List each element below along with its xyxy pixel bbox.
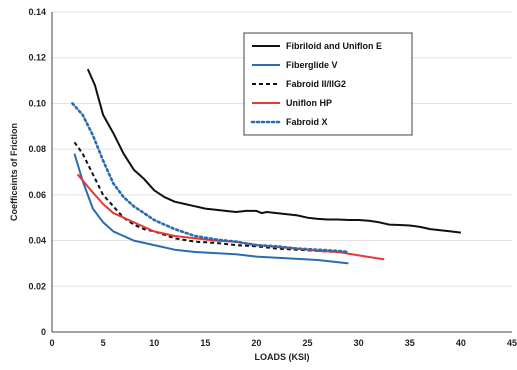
- axes: [51, 12, 512, 333]
- x-axis-label: LOADS (KSI): [255, 352, 310, 362]
- x-tick-label: 5: [101, 338, 106, 348]
- legend: Fibriloid and Uniflon E Fiberglide V Fabro…: [243, 32, 413, 136]
- series-line-0: [86, 68, 462, 234]
- y-tick-label: 0.08: [28, 144, 46, 154]
- legend-label-0: Fibriloid and Uniflon E: [286, 41, 382, 51]
- series-line-4: [71, 102, 350, 254]
- x-tick-label: 15: [200, 338, 210, 348]
- x-tick-label: 25: [303, 338, 313, 348]
- x-tick-label: 45: [507, 338, 517, 348]
- x-tick-label: 0: [49, 338, 54, 348]
- x-tick-label: 20: [251, 338, 261, 348]
- legend-label-3: Uniflon HP: [286, 98, 332, 108]
- y-tick-label: 0.04: [28, 236, 46, 246]
- y-tick-label: 0.06: [28, 190, 46, 200]
- series-line-2: [73, 141, 349, 254]
- legend-label-1: Fiberglide V: [286, 60, 338, 70]
- series-line-3: [76, 173, 385, 261]
- x-tick-labels: 0 5 10 15 20 25 30 35 40 45: [49, 338, 517, 348]
- y-tick-label: 0.14: [28, 7, 46, 17]
- y-tick-label: 0.02: [28, 281, 46, 291]
- y-axis-label: Coefficeints of Friction: [9, 123, 19, 221]
- series-lines: [71, 68, 462, 265]
- x-tick-label: 35: [405, 338, 415, 348]
- x-tick-label: 40: [456, 338, 466, 348]
- y-tick-label: 0.10: [28, 98, 46, 108]
- x-tick-label: 30: [354, 338, 364, 348]
- legend-label-2: Fabroid II/IIG2: [286, 79, 346, 89]
- x-tick-label: 10: [149, 338, 159, 348]
- y-tick-label: 0: [41, 327, 46, 337]
- legend-label-4: Fabroid X: [286, 117, 328, 127]
- series-line-1: [73, 153, 349, 265]
- legend-box: [243, 32, 413, 136]
- y-tick-labels: 0 0.02 0.04 0.06 0.08 0.10 0.12 0.14: [28, 7, 46, 337]
- y-tick-label: 0.12: [28, 53, 46, 63]
